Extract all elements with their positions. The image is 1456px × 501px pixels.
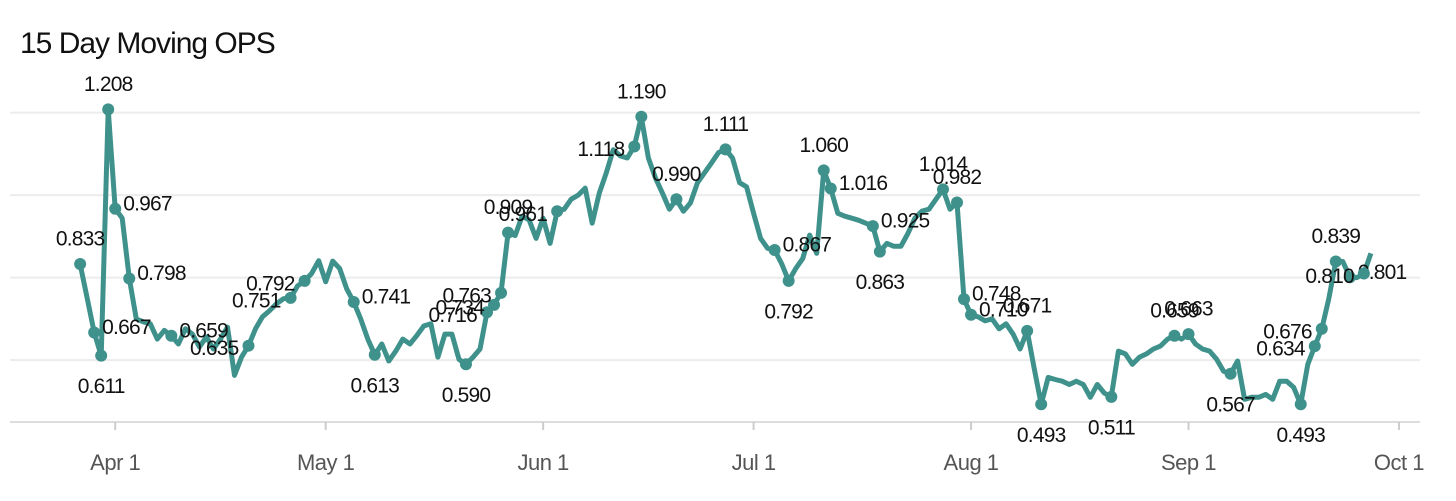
point: [1035, 398, 1048, 411]
x-tick-label: Sep 1: [1161, 450, 1216, 475]
data-label: 0.748: [972, 283, 1021, 306]
point: [74, 258, 87, 271]
data-label: 0.511: [1088, 416, 1135, 439]
point: [782, 274, 795, 287]
data-label: 0.863: [856, 271, 905, 294]
data-label: 0.839: [1312, 225, 1361, 248]
point: [670, 193, 683, 206]
point: [936, 183, 949, 196]
x-tick-label: Apr 1: [90, 450, 140, 475]
point: [1315, 322, 1328, 335]
point: [488, 298, 501, 311]
data-label: 0.659: [1150, 299, 1199, 322]
data-label: 0.990: [652, 163, 701, 186]
data-label: 1.016: [839, 172, 888, 195]
point: [628, 140, 641, 153]
data-label: 0.763: [442, 284, 491, 307]
data-label: 0.961: [499, 203, 548, 226]
point: [95, 349, 108, 362]
data-label: 0.613: [350, 374, 399, 397]
data-label: 1.208: [84, 73, 133, 96]
x-tick-label: Jul 1: [732, 450, 776, 475]
point: [242, 339, 255, 352]
data-label: 0.676: [1263, 320, 1312, 343]
chart-title: 15 Day Moving OPS: [20, 27, 275, 60]
point: [165, 329, 178, 342]
point: [873, 245, 886, 258]
point: [866, 220, 879, 233]
x-tick-label: Jun 1: [517, 450, 569, 475]
data-label: 1.111: [703, 113, 749, 136]
data-label: 0.798: [137, 262, 186, 285]
point: [88, 326, 101, 339]
point: [1343, 271, 1356, 284]
data-label: 0.909: [484, 196, 533, 219]
x-tick-label: May 1: [297, 450, 355, 475]
data-label: 0.590: [442, 384, 491, 407]
point: [123, 272, 136, 285]
point: [1329, 255, 1342, 268]
point: [1021, 324, 1034, 337]
point: [109, 202, 122, 215]
data-label: 0.716: [428, 304, 477, 327]
data-label: 0.659: [179, 319, 228, 342]
point: [502, 226, 515, 239]
point: [965, 308, 978, 321]
point: [817, 164, 830, 177]
data-label: 0.493: [1276, 424, 1325, 447]
point: [102, 103, 115, 116]
point: [635, 110, 648, 123]
data-label: 0.982: [933, 166, 982, 189]
data-label: 1.060: [799, 134, 848, 157]
point: [1224, 367, 1237, 380]
point: [1182, 328, 1195, 341]
point: [1105, 390, 1118, 403]
x-tick-label: Aug 1: [944, 450, 999, 475]
data-label: 0.567: [1206, 393, 1255, 416]
point: [958, 293, 971, 306]
data-label: 0.751: [232, 289, 281, 312]
data-label: 0.925: [881, 210, 930, 233]
point: [1357, 267, 1370, 280]
point: [1294, 398, 1307, 411]
point: [768, 243, 781, 256]
point: [284, 291, 297, 304]
point: [1308, 340, 1321, 353]
data-label: 0.810: [1305, 265, 1354, 288]
point: [298, 274, 311, 287]
data-label: 1.014: [919, 153, 969, 176]
point: [551, 205, 564, 218]
data-label: 0.741: [362, 286, 411, 309]
point: [368, 348, 381, 361]
data-label: 0.734: [435, 296, 485, 319]
point: [495, 286, 508, 299]
data-label: 0.792: [764, 300, 813, 323]
data-label: 0.792: [246, 272, 295, 295]
x-tick-label: Oct 1: [1374, 450, 1424, 475]
point: [824, 182, 837, 195]
point: [951, 196, 964, 209]
data-label: 1.118: [577, 138, 624, 161]
data-label: 0.967: [123, 192, 172, 215]
data-label: 0.667: [102, 316, 151, 339]
data-label: 0.710: [979, 298, 1028, 321]
point: [1168, 329, 1181, 342]
data-label: 0.801: [1358, 261, 1407, 284]
data-label: 0.611: [78, 375, 125, 398]
data-label: 1.190: [617, 80, 666, 103]
point: [347, 295, 360, 308]
data-label: 0.663: [1164, 298, 1213, 321]
data-label: 0.833: [56, 228, 105, 251]
data-label: 0.635: [190, 337, 239, 360]
data-label: 0.493: [1017, 424, 1066, 447]
data-label: 0.671: [1003, 294, 1052, 317]
data-label: 0.867: [783, 234, 832, 257]
point: [459, 358, 472, 371]
data-label: 0.634: [1256, 338, 1306, 361]
point: [719, 143, 732, 156]
